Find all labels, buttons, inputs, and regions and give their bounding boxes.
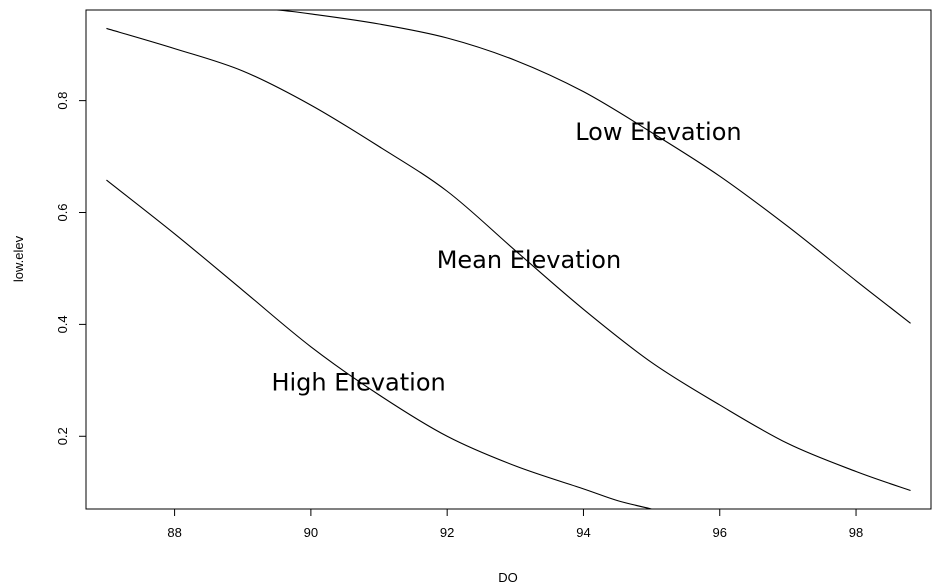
x-tick-label: 98 bbox=[849, 525, 863, 540]
x-axis-title: DO bbox=[498, 570, 518, 585]
curve-label: High Elevation bbox=[271, 369, 445, 397]
series-line-2 bbox=[106, 27, 911, 492]
y-tick-label: 0.2 bbox=[55, 427, 70, 445]
y-axis: 0.2 0.4 0.6 0.8 bbox=[55, 92, 87, 445]
series-line-1 bbox=[266, 10, 911, 324]
y-tick-label: 0.6 bbox=[55, 203, 70, 221]
x-tick-label: 94 bbox=[576, 525, 590, 540]
x-tick-label: 90 bbox=[304, 525, 318, 540]
curve-label: Mean Elevation bbox=[437, 246, 622, 274]
x-tick-label: 88 bbox=[167, 525, 181, 540]
y-axis-title: low.elev bbox=[11, 235, 26, 282]
curve-labels: Low Elevation Mean Elevation High Elevatio… bbox=[271, 118, 741, 397]
x-tick-label: 92 bbox=[440, 525, 454, 540]
x-tick-label: 96 bbox=[713, 525, 727, 540]
y-tick-label: 0.4 bbox=[55, 315, 70, 333]
x-axis: 88 90 92 94 96 98 bbox=[167, 508, 863, 540]
y-tick-label: 0.8 bbox=[55, 92, 70, 110]
series-line-3 bbox=[106, 179, 652, 509]
curve-layer bbox=[106, 10, 911, 509]
curve-label: Low Elevation bbox=[575, 118, 741, 146]
